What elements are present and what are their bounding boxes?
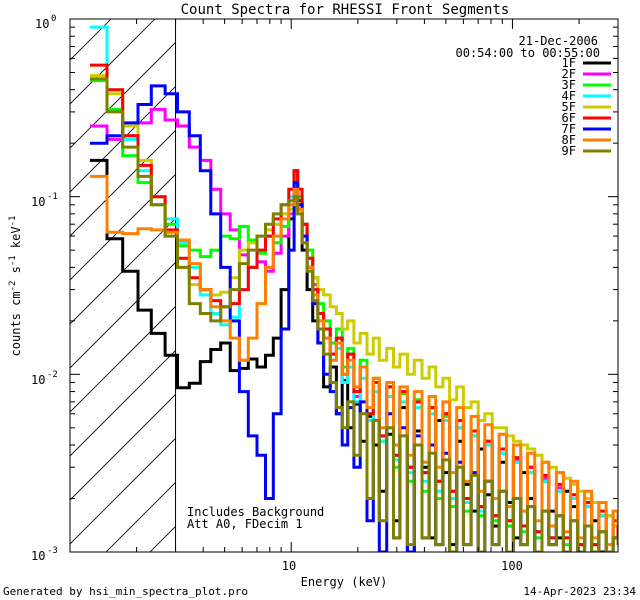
legend-label-3F: 3F bbox=[562, 78, 576, 92]
hatch-line bbox=[70, 41, 176, 149]
x-tick-label-100: 100 bbox=[501, 559, 523, 573]
x-axis-label: Energy (keV) bbox=[301, 575, 388, 589]
hatch-line bbox=[70, 85, 176, 193]
hatch-line bbox=[70, 349, 176, 457]
legend-label-8F: 8F bbox=[562, 133, 576, 147]
y-tick-exp: -3 bbox=[47, 546, 58, 556]
y-tick-label-1e-2: 10 -2 bbox=[31, 370, 58, 387]
series-9F bbox=[89, 77, 618, 552]
annotation-background: Includes Background bbox=[187, 505, 324, 519]
y-label-sup: -1 bbox=[8, 216, 18, 227]
annotation-attenuator: Att A0, FDecim 1 bbox=[187, 517, 303, 531]
y-axis-label: counts cm-2 s-1 keV-1 bbox=[8, 216, 23, 357]
series-group bbox=[89, 25, 618, 552]
x-tick-label-10: 10 bbox=[282, 559, 296, 573]
hatch-line bbox=[70, 173, 176, 281]
hatch-line bbox=[70, 437, 176, 545]
y-tick-base: 10 bbox=[35, 17, 49, 31]
series-5F bbox=[89, 74, 618, 532]
legend-label-2F: 2F bbox=[562, 67, 576, 81]
hatched-region bbox=[70, 19, 177, 552]
y-tick-label-1e0: 10 0 bbox=[35, 14, 56, 31]
chart-title: Count Spectra for RHESSI Front Segments bbox=[181, 2, 510, 18]
y-tick-base: 10 bbox=[31, 195, 45, 209]
hatch-line bbox=[70, 129, 176, 237]
y-label-sup: -1 bbox=[8, 255, 18, 266]
legend-label-4F: 4F bbox=[562, 89, 576, 103]
series-4F bbox=[89, 25, 618, 552]
legend-label-7F: 7F bbox=[562, 122, 576, 136]
y-tick-base: 10 bbox=[31, 373, 45, 387]
legend-label-6F: 6F bbox=[562, 111, 576, 125]
plot-frame bbox=[69, 18, 619, 553]
y-label-sup: -2 bbox=[8, 281, 18, 292]
legend-date: 21-Dec-2006 bbox=[519, 34, 598, 48]
hatch-line bbox=[70, 261, 176, 369]
series-3F bbox=[89, 79, 618, 552]
legend-label-9F: 9F bbox=[562, 144, 576, 158]
y-tick-exp: -1 bbox=[47, 192, 58, 202]
legend-label-1F: 1F bbox=[562, 56, 576, 70]
y-tick-exp: -2 bbox=[47, 370, 58, 380]
legend-time-range: 00:54:00 to 00:55:00 bbox=[456, 46, 601, 60]
y-label-part: counts cm bbox=[9, 291, 23, 356]
y-label-part: s bbox=[9, 266, 23, 280]
series-6F bbox=[89, 63, 618, 552]
y-tick-label-1e-3: 10 -3 bbox=[31, 546, 58, 563]
axis-ticks bbox=[69, 18, 619, 553]
y-tick-exp: 0 bbox=[51, 14, 56, 24]
hatch-line bbox=[70, 217, 176, 325]
y-label-part: keV bbox=[9, 226, 23, 255]
hatch-line bbox=[70, 19, 156, 105]
y-tick-label-1e-1: 10 -1 bbox=[31, 192, 58, 209]
footer-timestamp: 14-Apr-2023 23:34 bbox=[523, 585, 636, 598]
series-7F bbox=[89, 84, 618, 552]
hatch-line bbox=[70, 393, 176, 501]
legend-label-5F: 5F bbox=[562, 100, 576, 114]
y-tick-base: 10 bbox=[31, 549, 45, 563]
footer-generated-by: Generated by hsi_min_spectra_plot.pro bbox=[3, 585, 248, 598]
